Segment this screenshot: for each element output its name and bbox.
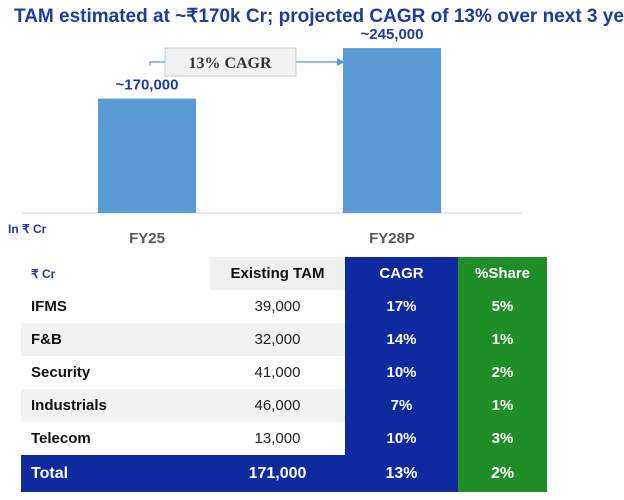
segment-tam: 13,000 [210, 422, 345, 455]
total-label: Total [21, 455, 210, 492]
segment-tam: 41,000 [210, 356, 345, 389]
x-tick-fy28p: FY28P [369, 230, 415, 247]
segment-cagr: 10% [345, 356, 458, 389]
cagr-arrow-head [337, 58, 345, 66]
cagr-annotation-text: 13% CAGR [188, 55, 272, 72]
segment-name: IFMS [21, 290, 210, 323]
segment-tam: 39,000 [210, 290, 345, 323]
unit-label: In ₹ Cr [8, 222, 47, 236]
segment-share: 5% [458, 290, 547, 323]
segment-tam: 32,000 [210, 323, 345, 356]
segment-share: 1% [458, 323, 547, 356]
segment-cagr: 14% [345, 323, 458, 356]
header-share: %Share [458, 257, 547, 290]
header-segment: ₹ Cr [31, 266, 56, 281]
cagr-annotation-box [164, 47, 297, 77]
table-total-row: Total 171,000 13% 2% [21, 455, 547, 492]
header-cagr: CAGR [345, 257, 458, 290]
x-tick-fy25: FY25 [129, 230, 165, 247]
total-share: 2% [458, 455, 547, 492]
segment-share: 1% [458, 389, 547, 422]
table-row: Telecom 13,000 10% 3% [21, 422, 547, 455]
table-row: IFMS 39,000 17% 5% [21, 290, 547, 323]
total-cagr: 13% [345, 455, 458, 492]
page-title: TAM estimated at ~₹170k Cr; projected CA… [14, 6, 624, 27]
data-label-fy28p: ~245,000 [361, 26, 424, 43]
segment-name: Telecom [21, 422, 210, 455]
table-row: Security 41,000 10% 2% [21, 356, 547, 389]
data-label-fy25: ~170,000 [116, 77, 179, 94]
segment-name: Security [21, 356, 210, 389]
bar-fy28p [343, 48, 441, 213]
segment-name: F&B [21, 323, 210, 356]
segment-name: Industrials [21, 389, 210, 422]
segment-cagr: 17% [345, 290, 458, 323]
segment-share: 2% [458, 356, 547, 389]
tam-table: ₹ Cr Existing TAM CAGR %Share IFMS 39,00… [21, 257, 547, 492]
total-tam: 171,000 [210, 455, 345, 492]
segment-share: 3% [458, 422, 547, 455]
segment-cagr: 7% [345, 389, 458, 422]
table-row: F&B 32,000 14% 1% [21, 323, 547, 356]
tam-bar-chart: ~170,000 FY25 ~245,000 FY28P 13% CAGR [22, 26, 522, 247]
header-existing-tam: Existing TAM [210, 257, 345, 290]
table-header-row: ₹ Cr Existing TAM CAGR %Share [21, 257, 547, 290]
table-row: Industrials 46,000 7% 1% [21, 389, 547, 422]
bar-fy25 [98, 98, 196, 213]
segment-cagr: 10% [345, 422, 458, 455]
segment-tam: 46,000 [210, 389, 345, 422]
